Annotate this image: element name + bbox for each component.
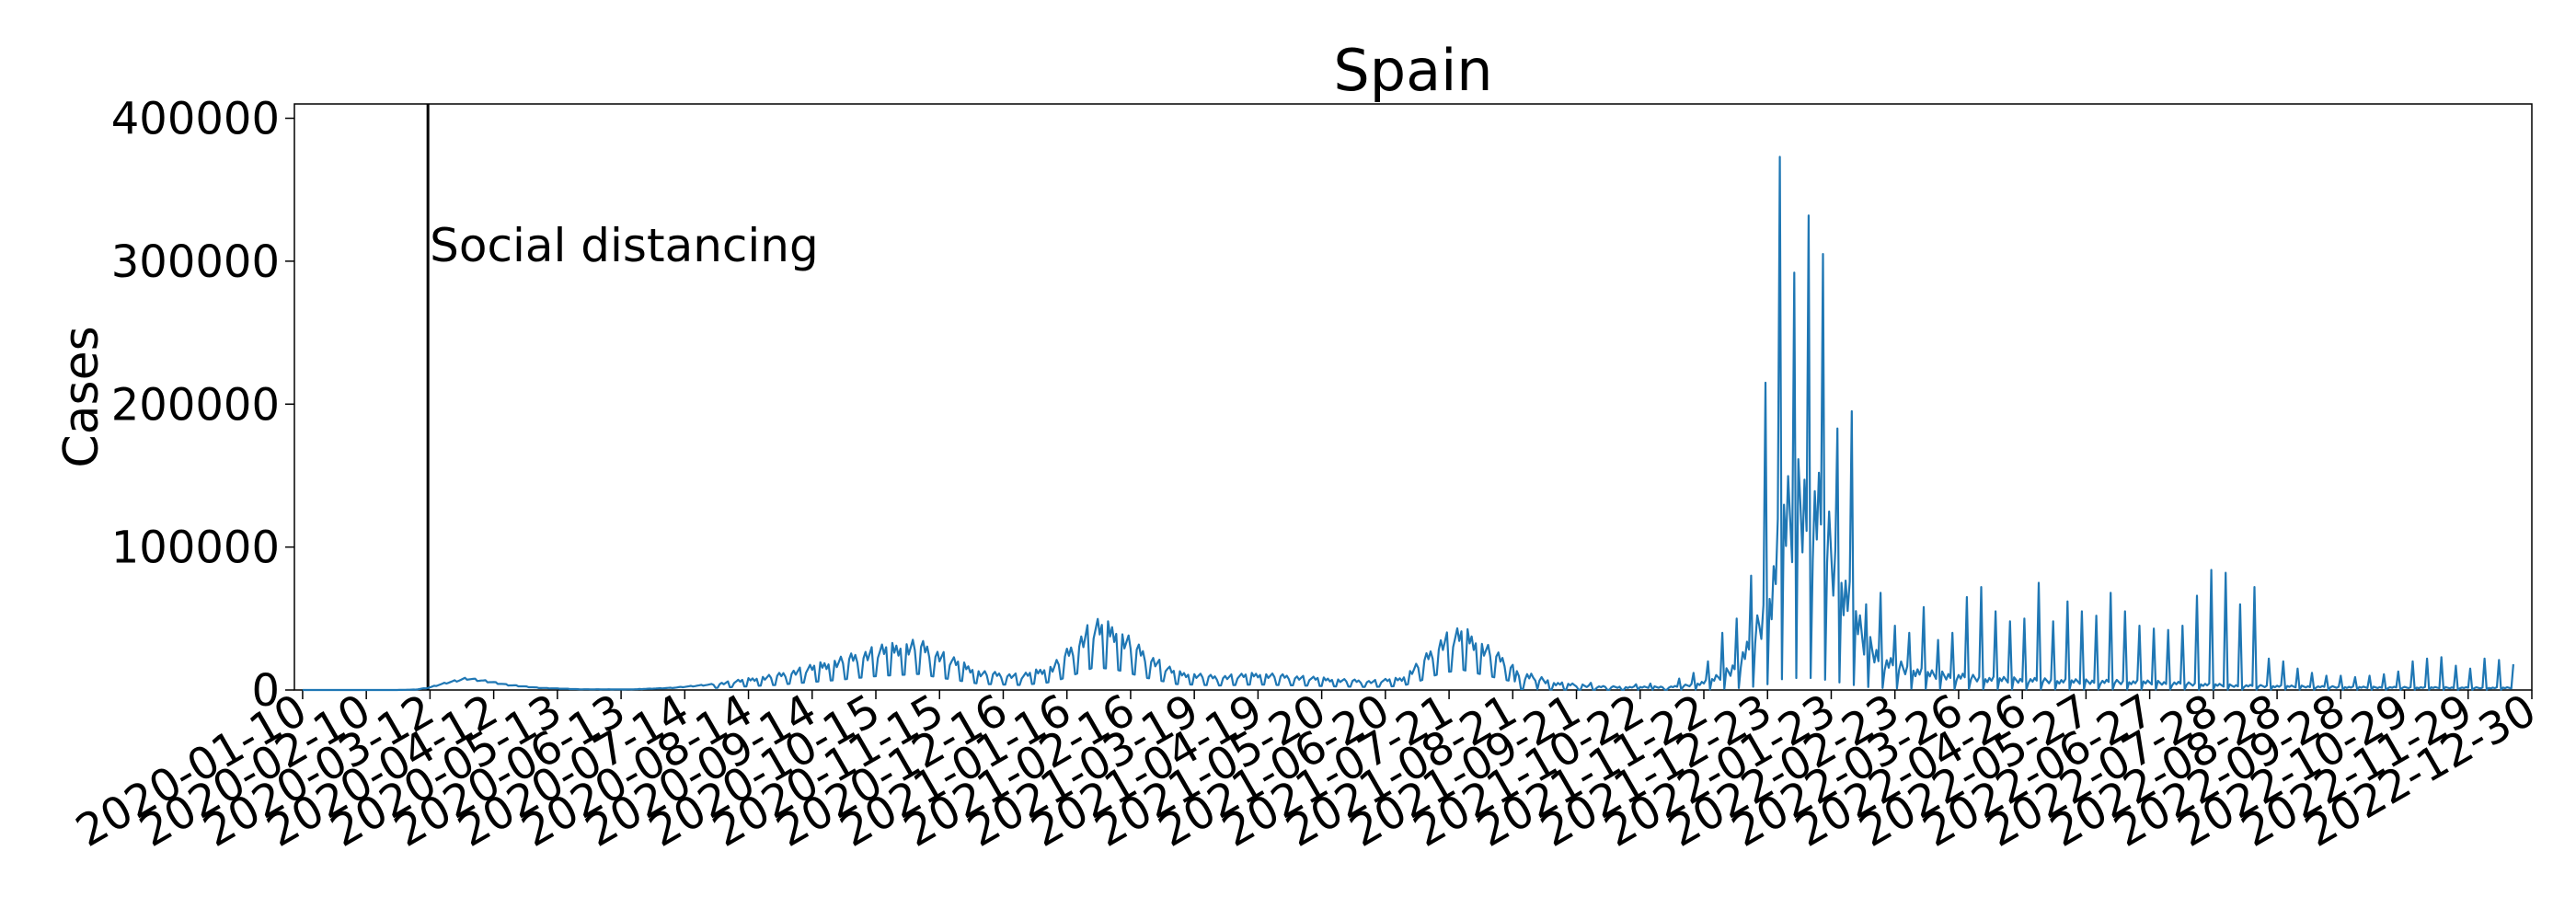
x-axis: 2020-01-102020-02-102020-03-122020-04-12… bbox=[67, 684, 2545, 857]
chart-title: Spain bbox=[1333, 37, 1492, 104]
y-tick-label: 100000 bbox=[111, 523, 280, 574]
y-tick-label: 200000 bbox=[111, 379, 280, 431]
y-tick-label: 300000 bbox=[111, 236, 280, 288]
y-axis-label: Cases bbox=[54, 326, 109, 467]
y-tick-label: 400000 bbox=[111, 94, 280, 145]
social-distancing-annotation: Social distancing bbox=[430, 219, 819, 272]
